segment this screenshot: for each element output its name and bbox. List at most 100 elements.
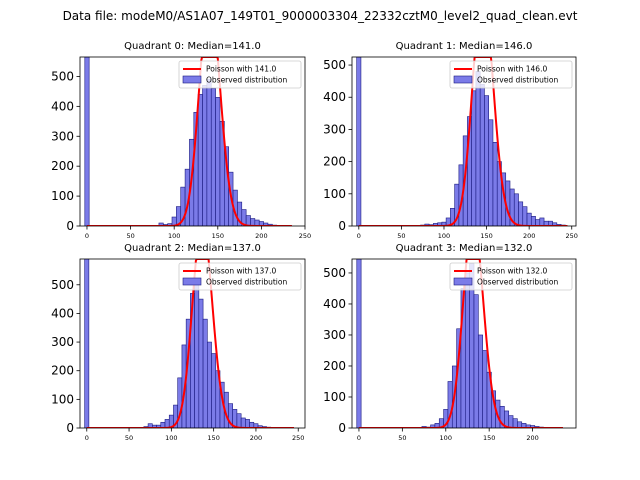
legend-box	[449, 60, 573, 89]
y-tick-label: 100	[323, 187, 346, 201]
legend-box	[178, 262, 302, 291]
bar	[530, 216, 536, 226]
panel-title: Quadrant 3: Median=132.0	[396, 243, 533, 254]
bar	[194, 284, 200, 428]
legend-label-observed: Observed distribution	[206, 76, 287, 85]
panel-quadrant-3: Quadrant 3: Median=132.0 0 50 100 150 200 0 100…	[323, 243, 577, 442]
y-tick-label: 200	[51, 159, 74, 173]
bar	[478, 334, 483, 428]
x-tick-label: 100	[438, 232, 450, 240]
bar-zero-bin	[84, 57, 90, 226]
poisson-curve	[86, 259, 295, 428]
x-tick-label: 150	[212, 232, 224, 240]
bar	[522, 206, 528, 226]
legend-label-observed: Observed distribution	[477, 76, 558, 85]
panel-title: Quadrant 1: Median=146.0	[396, 41, 533, 52]
x-tick-label: 100	[440, 434, 452, 442]
plot-area	[84, 259, 295, 428]
x-tick-label: 200	[250, 434, 262, 442]
bar	[210, 88, 216, 226]
x-tick-label: 150	[480, 232, 492, 240]
y-tick-label: 100	[323, 390, 346, 404]
bar	[206, 79, 212, 226]
plot-area	[356, 57, 568, 226]
bar	[465, 272, 470, 428]
bar	[479, 84, 485, 226]
bar	[508, 415, 514, 428]
bar	[236, 413, 242, 428]
bar	[482, 350, 488, 428]
panel-quadrant-0: Quadrant 0: Median=141.0 0 50 100 150 200 250 0…	[51, 41, 311, 240]
legend-label-poisson: Poisson with 146.0	[477, 65, 547, 74]
y-tick-label: 400	[51, 99, 74, 113]
y-tick-label: 300	[323, 122, 346, 136]
y-tick-label: 500	[51, 278, 74, 292]
x-tick-label: 50	[126, 232, 134, 240]
bar-zero-bin	[84, 259, 90, 428]
x-tick-label: 0	[85, 232, 89, 240]
bar	[513, 193, 519, 226]
bar	[471, 90, 477, 226]
panels: Quadrant 0: Median=141.0 0 50 100 150 200 250 0…	[51, 41, 578, 442]
x-tick-label: 0	[357, 232, 361, 240]
panel-quadrant-1: Quadrant 1: Median=146.0 0 50 100 150 200 250 0…	[323, 41, 578, 240]
bar	[488, 119, 494, 226]
y-tick-label: 200	[51, 364, 74, 378]
panel-title: Quadrant 0: Median=141.0	[124, 41, 261, 52]
x-tick-label: 200	[526, 434, 538, 442]
legend-label-poisson: Poisson with 132.0	[477, 267, 547, 276]
x-tick-label: 200	[523, 232, 535, 240]
bar	[211, 353, 217, 428]
axes-frame	[79, 258, 306, 429]
legend-bar-swatch	[453, 277, 473, 286]
bar	[202, 85, 208, 226]
x-tick-label: 250	[292, 434, 304, 442]
legend: Poisson with 132.0 Observed distribution	[449, 262, 573, 291]
y-tick-label: 500	[51, 69, 74, 83]
bar	[240, 417, 246, 428]
bar	[215, 97, 221, 226]
bar	[526, 212, 532, 226]
bar	[197, 94, 203, 226]
y-tick-label: 0	[66, 219, 74, 233]
bar	[198, 298, 204, 428]
x-tick-label: 100	[165, 434, 177, 442]
legend-label-poisson: Poisson with 141.0	[206, 65, 276, 74]
panel-quadrant-2: Quadrant 2: Median=137.0 0 50 100 150 200 250 0…	[51, 243, 306, 442]
axes-frame	[351, 258, 577, 429]
y-tick-label: 0	[338, 421, 346, 435]
bar	[518, 201, 524, 226]
y-tick-label: 300	[51, 129, 74, 143]
bar-zero-bin	[356, 259, 362, 428]
y-tick-label: 200	[323, 155, 346, 169]
bar	[492, 142, 498, 226]
bar	[245, 419, 250, 428]
poisson-curve	[358, 259, 564, 428]
legend-box	[449, 262, 573, 291]
panel-title: Quadrant 2: Median=137.0	[124, 243, 261, 254]
y-tick-label: 100	[51, 189, 74, 203]
x-tick-label: 250	[566, 232, 578, 240]
y-tick-label: 200	[323, 359, 346, 373]
x-tick-label: 250	[299, 232, 311, 240]
y-tick-label: 400	[323, 90, 346, 104]
y-tick-label: 0	[338, 219, 346, 233]
legend: Poisson with 146.0 Observed distribution	[449, 60, 573, 89]
y-tick-label: 400	[51, 306, 74, 320]
x-tick-label: 200	[255, 232, 267, 240]
bar-zero-bin	[356, 57, 362, 226]
x-tick-label: 50	[397, 232, 405, 240]
legend-label-poisson: Poisson with 137.0	[206, 267, 276, 276]
legend-label-observed: Observed distribution	[206, 278, 287, 287]
legend-bar-swatch	[453, 75, 473, 84]
figure-title: Data file: modeM0/AS1A07_149T01_90000033…	[63, 9, 578, 23]
y-tick-label: 300	[51, 335, 74, 349]
y-tick-label: 100	[51, 392, 74, 406]
y-tick-label: 300	[323, 328, 346, 342]
x-tick-label: 50	[398, 434, 406, 442]
legend-bar-swatch	[182, 277, 202, 286]
bar	[473, 294, 479, 428]
bar	[202, 318, 208, 428]
bar	[475, 71, 481, 226]
